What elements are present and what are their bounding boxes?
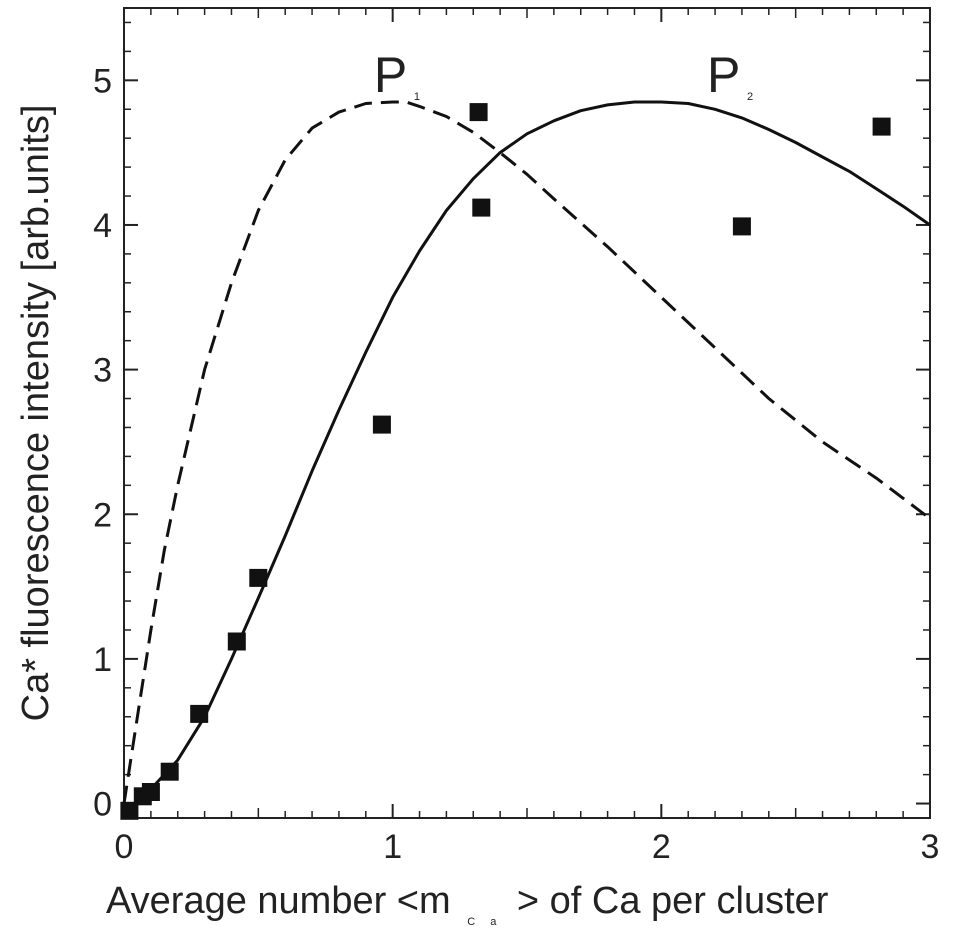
data-point — [141, 783, 160, 801]
solid-curve-p2 — [122, 100, 931, 817]
x-tick-label: 0 — [115, 828, 134, 866]
data-point — [190, 704, 209, 723]
curve-annotation-label: P — [707, 47, 740, 103]
data-point — [732, 217, 751, 236]
data-point — [469, 103, 488, 122]
data-point — [872, 117, 891, 136]
data-point — [249, 568, 268, 587]
markers — [120, 103, 891, 820]
x-tick-label: 1 — [383, 828, 402, 866]
curve-annotation-label: P — [374, 47, 407, 103]
x-tick-label: 3 — [921, 828, 940, 866]
curve-annotation-subscript: 1 — [414, 91, 420, 103]
x-axis-label-rest: > of Ca per cluster — [517, 880, 829, 922]
x-axis-label-main: Average number <m — [106, 880, 451, 922]
y-tick-label: 0 — [93, 786, 112, 824]
data-point — [227, 632, 246, 651]
data-point — [472, 198, 491, 217]
x-axis-label: Average number <m C a > of Ca per cluste… — [106, 880, 829, 931]
y-tick-label: 3 — [93, 352, 112, 390]
data-point — [372, 415, 391, 434]
y-tick-label: 4 — [93, 207, 112, 245]
plot-frame — [123, 7, 931, 819]
curves — [122, 100, 931, 817]
x-tick-label: 2 — [652, 828, 671, 866]
dashed-curve-p1 — [122, 100, 931, 804]
y-axis-label: Ca* fluorescence intensity [arb.units] — [15, 105, 57, 722]
data-point — [120, 801, 139, 820]
curve-annotation-subscript: 2 — [747, 91, 753, 103]
ticks: 0 1 2 3 0 1 2 3 4 5 — [93, 8, 939, 866]
x-axis-label-subscript: C a — [467, 916, 502, 928]
data-point — [160, 762, 179, 781]
y-tick-label: 5 — [93, 62, 112, 100]
y-tick-label: 2 — [93, 496, 112, 534]
y-tick-label: 1 — [93, 641, 112, 679]
